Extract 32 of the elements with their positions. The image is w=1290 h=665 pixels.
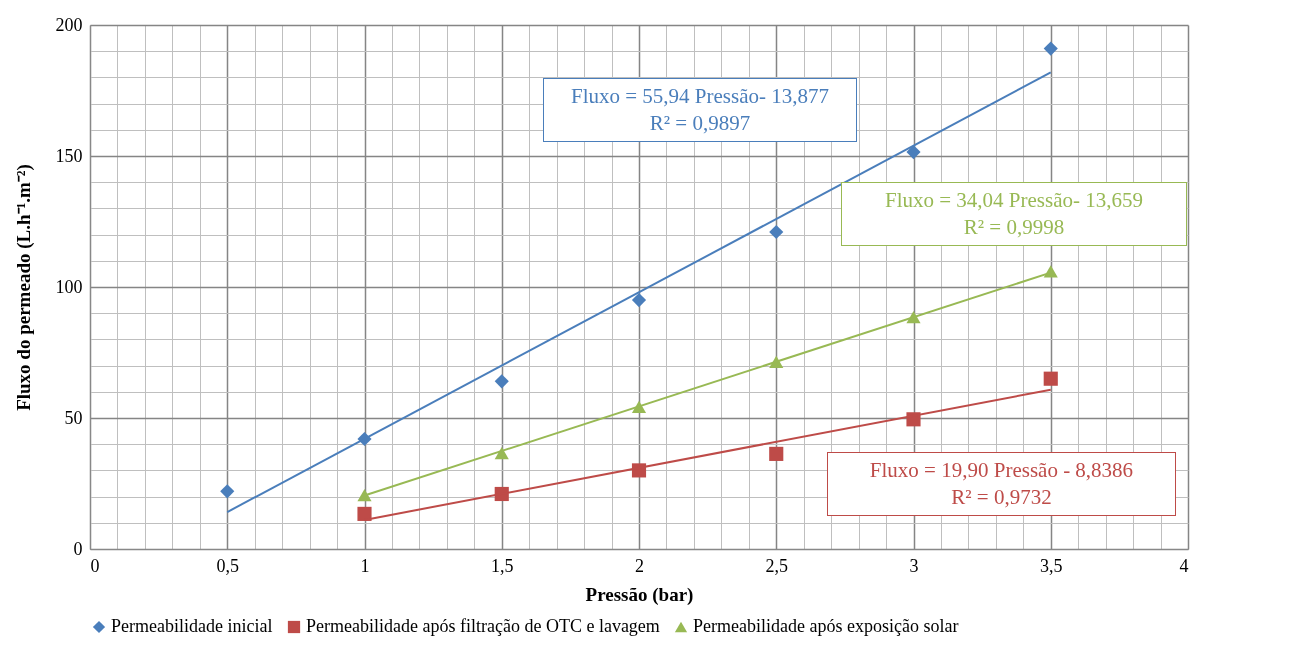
point [1043, 371, 1058, 386]
legend-label: Permeabilidade após exposição solar [693, 616, 959, 636]
y-tick-label: 50 [64, 407, 83, 428]
note-box: Fluxo = 34,04 Pressão- 13,659 R² = 0,9998 [841, 182, 1187, 246]
x-tick-label: 2,5 [765, 555, 788, 576]
point [631, 293, 647, 308]
y-tick-label: 0 [73, 538, 83, 559]
point [906, 145, 921, 160]
point [769, 224, 784, 240]
note-box: Fluxo = 19,90 Pressão - 8,8386 R² = 0,9732 [827, 452, 1176, 516]
x-tick-label: 3,5 [1040, 555, 1063, 576]
point [220, 484, 235, 499]
x-tick-label: 0,5 [216, 555, 239, 576]
x-tick-label: 2 [635, 555, 644, 576]
y-tick-label: 200 [55, 14, 83, 35]
y-tick-label: 150 [55, 145, 83, 166]
x-tick-label: 4 [1179, 555, 1189, 576]
point [357, 506, 372, 521]
y-tick-label: 100 [55, 276, 83, 297]
legend-label: Permeabilidade inicial [111, 616, 273, 636]
x-axis-title: Pressão (bar) [585, 583, 694, 606]
x-tick-label: 0 [90, 555, 100, 576]
point [906, 412, 921, 427]
point [494, 374, 509, 389]
legend-label: Permeabilidade após filtração de OTC e lavagem [306, 616, 660, 636]
x-tick-label: 1,5 [491, 555, 514, 576]
x-tick-label: 3 [909, 555, 919, 576]
point [769, 446, 784, 461]
point [1043, 41, 1058, 56]
y-axis-title: Fluxo do permeado (L.h⁻¹.m⁻²) [12, 164, 35, 411]
x-tick-label: 1 [360, 555, 370, 576]
note-box: Fluxo = 55,94 Pressão- 13,877 R² = 0,9897 [543, 78, 857, 142]
